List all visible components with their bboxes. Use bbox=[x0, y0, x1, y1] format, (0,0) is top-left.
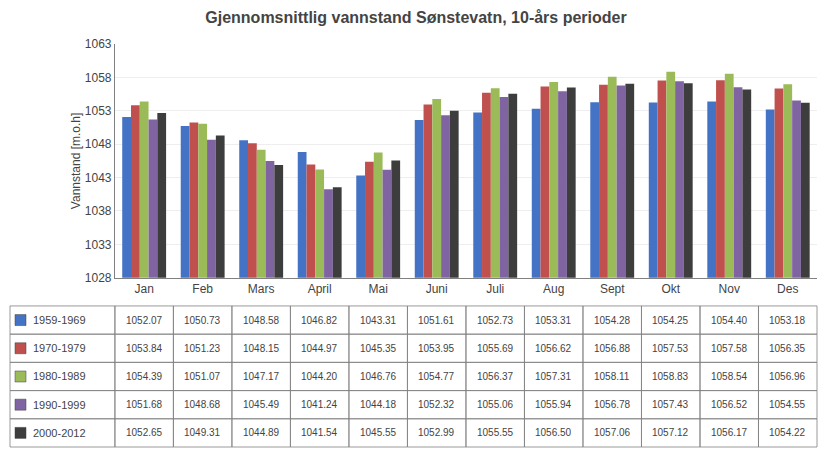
svg-text:1054.55: 1054.55 bbox=[769, 399, 806, 410]
svg-text:1048.15: 1048.15 bbox=[243, 343, 280, 354]
svg-text:1033: 1033 bbox=[85, 238, 112, 252]
svg-text:1053.84: 1053.84 bbox=[126, 343, 163, 354]
svg-text:1046.76: 1046.76 bbox=[360, 371, 397, 382]
svg-text:1054.40: 1054.40 bbox=[711, 315, 748, 326]
svg-text:1055.55: 1055.55 bbox=[477, 427, 514, 438]
svg-text:1052.73: 1052.73 bbox=[477, 315, 514, 326]
svg-text:1056.96: 1056.96 bbox=[769, 371, 806, 382]
svg-text:1055.94: 1055.94 bbox=[535, 399, 572, 410]
svg-text:1058.83: 1058.83 bbox=[652, 371, 689, 382]
svg-text:1051.61: 1051.61 bbox=[418, 315, 455, 326]
svg-text:1050.73: 1050.73 bbox=[184, 315, 221, 326]
svg-text:1048: 1048 bbox=[85, 137, 112, 151]
svg-text:1054.39: 1054.39 bbox=[126, 371, 163, 382]
svg-text:1053.18: 1053.18 bbox=[769, 315, 806, 326]
svg-text:1054.28: 1054.28 bbox=[594, 315, 631, 326]
svg-text:1045.49: 1045.49 bbox=[243, 399, 280, 410]
svg-text:1048.68: 1048.68 bbox=[184, 399, 221, 410]
svg-text:1044.20: 1044.20 bbox=[301, 371, 338, 382]
svg-text:1057.58: 1057.58 bbox=[711, 343, 748, 354]
svg-text:1056.17: 1056.17 bbox=[711, 427, 748, 438]
svg-text:1056.35: 1056.35 bbox=[769, 343, 806, 354]
svg-text:1054.22: 1054.22 bbox=[769, 427, 806, 438]
svg-text:1045.55: 1045.55 bbox=[360, 427, 397, 438]
svg-text:1056.78: 1056.78 bbox=[594, 399, 631, 410]
svg-text:1051.07: 1051.07 bbox=[184, 371, 221, 382]
svg-text:1055.69: 1055.69 bbox=[477, 343, 514, 354]
svg-text:1063: 1063 bbox=[85, 37, 112, 51]
svg-text:1052.99: 1052.99 bbox=[418, 427, 455, 438]
svg-text:1046.82: 1046.82 bbox=[301, 315, 338, 326]
svg-text:Vannstand [m.o.h]: Vannstand [m.o.h] bbox=[69, 113, 83, 210]
svg-text:1051.68: 1051.68 bbox=[126, 399, 163, 410]
svg-text:1058.11: 1058.11 bbox=[594, 371, 630, 382]
svg-text:Mai: Mai bbox=[369, 282, 388, 296]
svg-text:1044.97: 1044.97 bbox=[301, 343, 338, 354]
svg-text:1052.32: 1052.32 bbox=[418, 399, 455, 410]
svg-text:1055.06: 1055.06 bbox=[477, 399, 514, 410]
svg-text:1053.31: 1053.31 bbox=[535, 315, 572, 326]
svg-text:1990-1999: 1990-1999 bbox=[33, 399, 86, 411]
svg-text:1057.31: 1057.31 bbox=[535, 371, 572, 382]
svg-text:Feb: Feb bbox=[192, 282, 213, 296]
svg-text:Juni: Juni bbox=[426, 282, 448, 296]
svg-text:1044.18: 1044.18 bbox=[360, 399, 397, 410]
svg-text:Jan: Jan bbox=[134, 282, 153, 296]
svg-text:1056.50: 1056.50 bbox=[535, 427, 572, 438]
svg-text:1045.35: 1045.35 bbox=[360, 343, 397, 354]
svg-text:April: April bbox=[308, 282, 332, 296]
svg-text:1056.88: 1056.88 bbox=[594, 343, 631, 354]
svg-text:Gjennomsnittlig vannstand Søns: Gjennomsnittlig vannstand Sønstevatn, 10… bbox=[205, 9, 626, 26]
svg-text:1049.31: 1049.31 bbox=[184, 427, 221, 438]
svg-text:1043: 1043 bbox=[85, 171, 112, 185]
svg-text:Aug: Aug bbox=[543, 282, 564, 296]
svg-text:1048.58: 1048.58 bbox=[243, 315, 280, 326]
svg-text:Des: Des bbox=[777, 282, 798, 296]
svg-text:1053: 1053 bbox=[85, 104, 112, 118]
svg-text:Okt: Okt bbox=[661, 282, 680, 296]
svg-text:1056.62: 1056.62 bbox=[535, 343, 572, 354]
svg-text:1053.95: 1053.95 bbox=[418, 343, 455, 354]
svg-text:1051.23: 1051.23 bbox=[184, 343, 221, 354]
svg-text:1058: 1058 bbox=[85, 71, 112, 85]
svg-text:Mars: Mars bbox=[248, 282, 275, 296]
svg-text:1041.54: 1041.54 bbox=[301, 427, 338, 438]
svg-text:1058.54: 1058.54 bbox=[711, 371, 748, 382]
svg-text:1056.52: 1056.52 bbox=[711, 399, 748, 410]
svg-text:1980-1989: 1980-1989 bbox=[33, 370, 86, 382]
svg-text:1052.07: 1052.07 bbox=[126, 315, 163, 326]
svg-text:1057.53: 1057.53 bbox=[652, 343, 689, 354]
svg-text:1054.25: 1054.25 bbox=[652, 315, 689, 326]
svg-text:Juli: Juli bbox=[486, 282, 504, 296]
svg-text:1959-1969: 1959-1969 bbox=[33, 314, 86, 326]
svg-text:1052.65: 1052.65 bbox=[126, 427, 163, 438]
svg-text:1041.24: 1041.24 bbox=[301, 399, 338, 410]
svg-text:1970-1979: 1970-1979 bbox=[33, 342, 86, 354]
svg-text:Nov: Nov bbox=[719, 282, 740, 296]
svg-text:1056.37: 1056.37 bbox=[477, 371, 514, 382]
svg-text:2000-2012: 2000-2012 bbox=[33, 427, 86, 439]
svg-text:1028: 1028 bbox=[85, 271, 112, 285]
svg-text:1054.77: 1054.77 bbox=[418, 371, 455, 382]
svg-text:1057.06: 1057.06 bbox=[594, 427, 631, 438]
svg-text:1057.12: 1057.12 bbox=[652, 427, 689, 438]
svg-text:1038: 1038 bbox=[85, 204, 112, 218]
svg-text:1047.17: 1047.17 bbox=[243, 371, 280, 382]
svg-text:1044.89: 1044.89 bbox=[243, 427, 280, 438]
svg-text:1057.43: 1057.43 bbox=[652, 399, 689, 410]
svg-text:1043.31: 1043.31 bbox=[360, 315, 397, 326]
svg-text:Sept: Sept bbox=[600, 282, 625, 296]
